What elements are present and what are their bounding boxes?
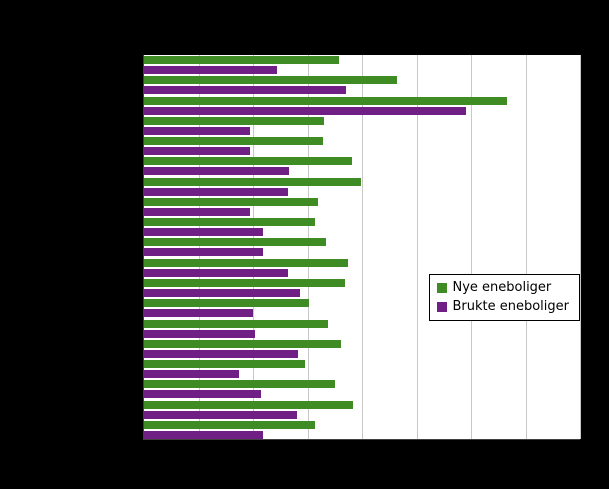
bar-nye-eneboliger <box>144 420 316 429</box>
bar-nye-eneboliger <box>144 360 306 369</box>
bar-nye-eneboliger <box>144 197 319 206</box>
gridline <box>198 55 200 439</box>
bar-row <box>144 298 580 318</box>
bar-row <box>144 55 580 75</box>
bar-row <box>144 156 580 176</box>
bar-nye-eneboliger <box>144 380 335 389</box>
bar-nye-eneboliger <box>144 339 342 348</box>
bar-row <box>144 237 580 257</box>
bar-nye-eneboliger <box>144 137 323 146</box>
bar-brukte-eneboliger <box>144 248 263 257</box>
bar-brukte-eneboliger <box>144 390 261 399</box>
bar-row <box>144 258 580 278</box>
legend: Nye eneboliger Brukte eneboliger <box>429 274 580 321</box>
bar-row <box>144 318 580 338</box>
bar-brukte-eneboliger <box>144 207 250 216</box>
bar-row <box>144 136 580 156</box>
bar-nye-eneboliger <box>144 299 309 308</box>
bar-row <box>144 197 580 217</box>
bar-brukte-eneboliger <box>144 430 263 439</box>
bar-brukte-eneboliger <box>144 370 239 379</box>
bar-row <box>144 278 580 298</box>
bar-brukte-eneboliger <box>144 147 250 156</box>
bar-brukte-eneboliger <box>144 86 346 95</box>
bar-nye-eneboliger <box>144 96 507 105</box>
bar-brukte-eneboliger <box>144 126 250 135</box>
bar-nye-eneboliger <box>144 157 353 166</box>
gridline <box>416 55 418 439</box>
gridline <box>580 55 581 439</box>
bar-row <box>144 217 580 237</box>
bar-nye-eneboliger <box>144 238 327 247</box>
legend-label-brukte: Brukte eneboliger <box>452 299 569 314</box>
bar-row <box>144 339 580 359</box>
bar-brukte-eneboliger <box>144 187 288 196</box>
bar-nye-eneboliger <box>144 279 345 288</box>
bar-brukte-eneboliger <box>144 289 300 298</box>
bar-brukte-eneboliger <box>144 228 263 237</box>
bar-nye-eneboliger <box>144 177 361 186</box>
bar-row <box>144 177 580 197</box>
bar-brukte-eneboliger <box>144 329 256 338</box>
bar-brukte-eneboliger <box>144 167 289 176</box>
bar-brukte-eneboliger <box>144 106 466 115</box>
plot-area: Nye eneboliger Brukte eneboliger <box>143 55 581 440</box>
gridline <box>253 55 254 439</box>
bar-nye-eneboliger <box>144 218 316 227</box>
bar-nye-eneboliger <box>144 400 354 409</box>
bar-nye-eneboliger <box>144 56 340 65</box>
bar-row <box>144 399 580 419</box>
bar-nye-eneboliger <box>144 116 324 125</box>
gridline <box>362 55 363 439</box>
gridline <box>471 55 472 439</box>
bar-nye-eneboliger <box>144 258 348 267</box>
legend-label-nye: Nye eneboliger <box>452 280 552 295</box>
bar-nye-eneboliger <box>144 76 397 85</box>
bar-brukte-eneboliger <box>144 349 298 358</box>
gridline <box>307 55 309 439</box>
bar-brukte-eneboliger <box>144 66 277 75</box>
bar-row <box>144 379 580 399</box>
bar-row <box>144 116 580 136</box>
bar-row <box>144 359 580 379</box>
gridlines <box>144 55 581 439</box>
bar-row <box>144 96 580 116</box>
bar-nye-eneboliger <box>144 319 329 328</box>
bar-brukte-eneboliger <box>144 309 253 318</box>
gridline <box>525 55 527 439</box>
bars-container <box>144 55 580 439</box>
bar-brukte-eneboliger <box>144 268 288 277</box>
legend-swatch-brukte-icon <box>437 302 448 312</box>
bar-row <box>144 420 580 440</box>
legend-item-brukte-eneboliger: Brukte eneboliger <box>437 300 569 314</box>
legend-item-nye-eneboliger: Nye eneboliger <box>437 281 569 295</box>
bar-brukte-eneboliger <box>144 410 297 419</box>
legend-swatch-nye-icon <box>437 283 448 293</box>
bar-row <box>144 75 580 95</box>
